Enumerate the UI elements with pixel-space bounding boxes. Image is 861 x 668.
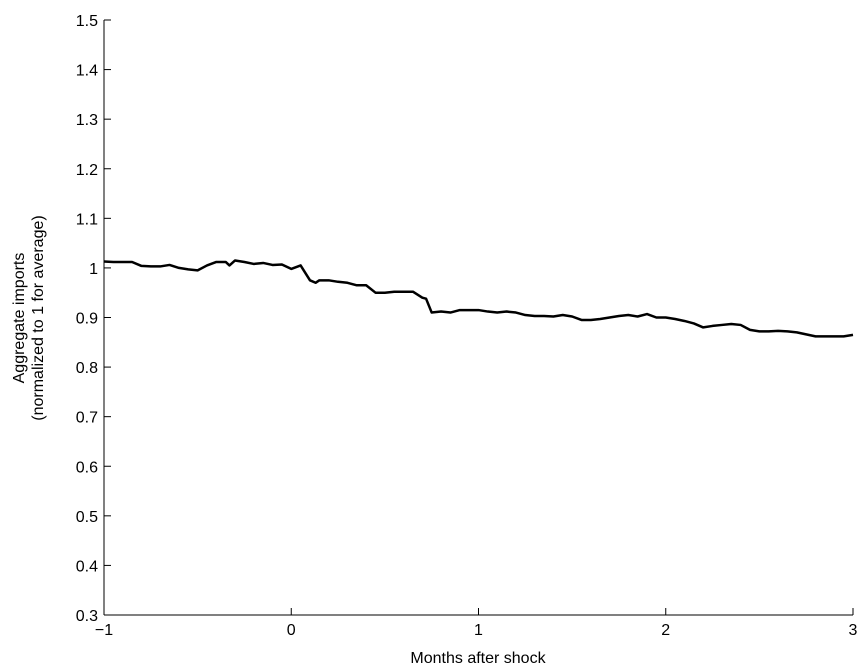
data-line — [103, 259, 854, 338]
y-tick-label: 0.9 — [76, 311, 98, 328]
x-tick-label: 1 — [474, 622, 483, 639]
y-axis-label: (normalized to 1 for average) — [30, 215, 47, 420]
y-tick-label: 0.7 — [76, 410, 98, 427]
y-tick-label: 1.5 — [76, 13, 98, 30]
y-tick-label: 0.5 — [76, 509, 98, 526]
x-tick-label: 3 — [849, 622, 858, 639]
y-tick-label: 1.2 — [76, 162, 98, 179]
y-tick-label: 1 — [89, 261, 98, 278]
y-tick-label: 0.8 — [76, 360, 98, 377]
y-tick-label: 0.4 — [76, 558, 98, 575]
y-tick-label: 1.1 — [76, 211, 98, 228]
x-axis-label: Months after shock — [410, 650, 546, 667]
x-tick-label: −1 — [95, 622, 113, 639]
y-tick-label: 0.3 — [76, 608, 98, 625]
x-tick-label: 0 — [287, 622, 296, 639]
y-tick-label: 1.3 — [76, 112, 98, 129]
y-tick-label: 1.4 — [76, 63, 98, 80]
y-tick-label: 0.6 — [76, 459, 98, 476]
y-axis-label: Aggregate imports — [11, 253, 28, 384]
x-tick-label: 2 — [661, 622, 670, 639]
